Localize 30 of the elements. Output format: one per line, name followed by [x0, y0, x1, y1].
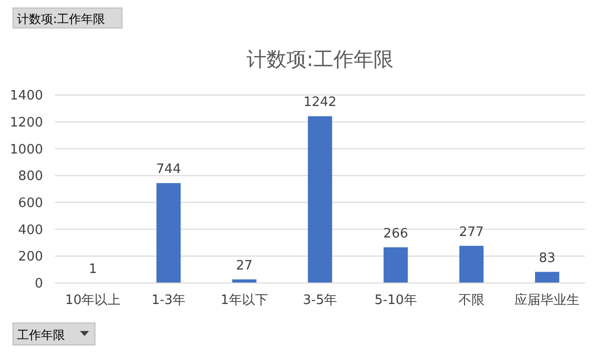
bar	[308, 116, 332, 283]
x-tick-label: 1年以下	[220, 293, 268, 308]
bar	[459, 246, 484, 283]
x-tick-label: 3-5年	[302, 293, 338, 308]
x-tick-label: 不限	[458, 293, 484, 308]
y-tick-label: 200	[18, 250, 43, 265]
x-tick-label: 10年以上	[65, 293, 121, 308]
data-label: 744	[156, 162, 181, 178]
data-label: 277	[459, 224, 484, 240]
y-tick-label: 1000	[10, 142, 43, 158]
y-tick-label: 1400	[10, 88, 43, 104]
chart-title: 计数项:工作年限	[246, 47, 394, 71]
data-label: 1242	[303, 95, 337, 110]
data-label: 1	[88, 262, 97, 277]
bar	[384, 247, 408, 283]
text: 计数项:工作年限	[17, 12, 106, 26]
y-tick-label: 1200	[10, 115, 43, 130]
x-tick-label: 应届毕业生	[514, 292, 580, 308]
bar	[156, 183, 181, 283]
data-label: 27	[236, 258, 253, 274]
y-tick-label: 400	[18, 222, 43, 238]
y-tick-label: 600	[18, 196, 43, 211]
bar	[535, 272, 560, 283]
data-label: 83	[538, 250, 556, 266]
x-tick-label: 1-3年	[151, 293, 186, 308]
x-tick-label: 5-10年	[374, 293, 417, 308]
data-label: 266	[383, 226, 408, 242]
y-tick-label: 800	[18, 169, 43, 184]
text: 工作年限	[17, 328, 65, 342]
y-tick-label: 0	[34, 276, 43, 292]
